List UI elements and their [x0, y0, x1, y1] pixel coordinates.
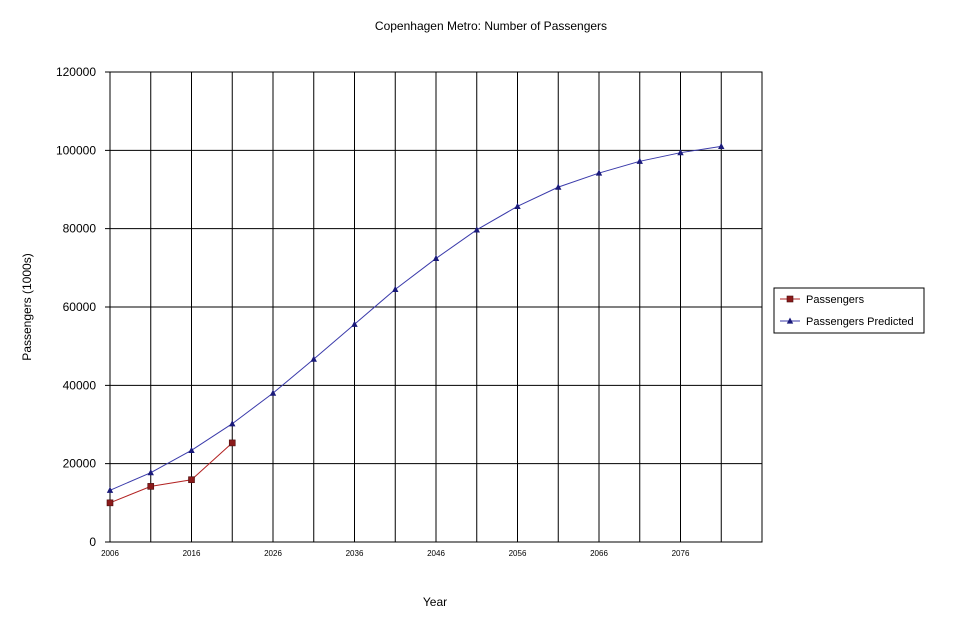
- plot-layer: 0 20000 40000 60000 80000 100000 120000 2006 201…: [56, 65, 763, 558]
- data-point-series-1: [432, 254, 440, 262]
- x-tick-label: 2026: [264, 549, 282, 558]
- data-point-series-1: [636, 157, 643, 164]
- y-tick-label: 120000: [56, 65, 96, 79]
- y-tick-label: 40000: [63, 378, 97, 392]
- legend-marker-1: [786, 317, 794, 324]
- data-point-series-1: [351, 320, 358, 327]
- data-point-series-0: [188, 476, 195, 484]
- legend-marker-0: [786, 295, 794, 303]
- x-tick-label: 2046: [427, 549, 445, 558]
- data-point-series-1: [147, 469, 154, 476]
- data-point-series-1: [229, 420, 236, 427]
- data-point-series-1: [392, 285, 399, 292]
- series-line-1: [109, 145, 722, 491]
- legend-label-0: Passengers: [806, 294, 865, 306]
- plot-frame: [109, 71, 763, 543]
- data-point-series-1: [473, 226, 480, 233]
- data-point-series-1: [188, 446, 195, 453]
- x-axis-title: Year: [423, 595, 447, 609]
- legend-box: [773, 287, 925, 334]
- y-tick-label: 0: [89, 535, 96, 549]
- legend: Passengers Passengers Predicted: [773, 287, 925, 334]
- data-point-series-1: [106, 486, 114, 493]
- data-point-series-1: [718, 142, 725, 150]
- data-point-series-1: [595, 169, 603, 176]
- x-tick-label: 2006: [101, 549, 119, 558]
- legend-label-1: Passengers Predicted: [806, 316, 914, 328]
- data-point-series-1: [514, 202, 521, 209]
- data-point-series-1: [269, 389, 277, 396]
- y-tick-label: 100000: [56, 143, 96, 157]
- y-tick-label: 80000: [63, 222, 97, 236]
- data-point-series-0: [147, 483, 155, 490]
- data-point-series-0: [106, 499, 114, 507]
- y-axis-title: Passengers (1000s): [20, 253, 34, 360]
- y-tick-label: 20000: [63, 457, 97, 471]
- series-line-0: [109, 442, 233, 504]
- y-tick-label: 60000: [63, 300, 97, 314]
- x-tick-label: 2076: [672, 549, 690, 558]
- data-point-series-1: [555, 183, 562, 190]
- data-point-series-1: [677, 149, 684, 156]
- chart-title: Copenhagen Metro: Number of Passengers: [375, 19, 607, 33]
- data-point-series-0: [228, 439, 236, 447]
- data-point-series-1: [310, 355, 317, 362]
- x-tick-label: 2066: [590, 549, 608, 558]
- x-tick-label: 2016: [183, 549, 201, 558]
- x-tick-label: 2036: [346, 549, 364, 558]
- x-tick-label: 2056: [509, 549, 527, 558]
